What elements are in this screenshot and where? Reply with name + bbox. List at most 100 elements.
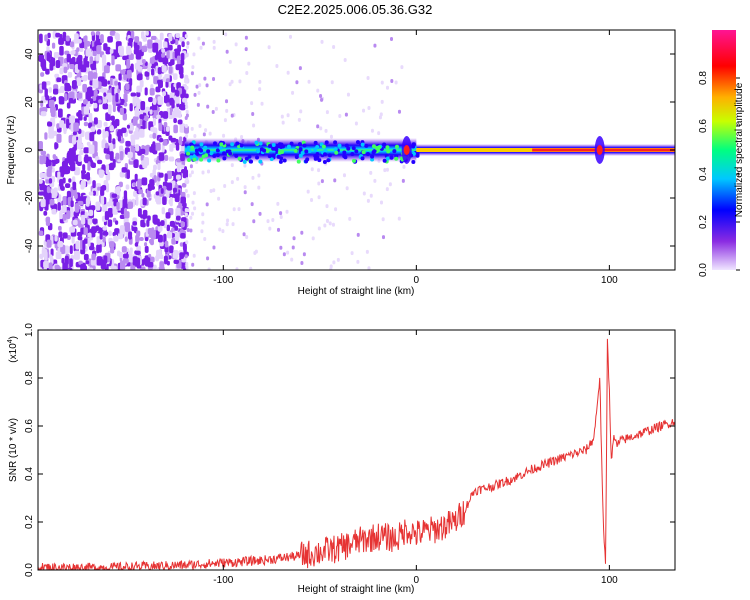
noise-cell: [83, 106, 90, 115]
noise-cell: [140, 148, 146, 155]
noise-cell: [205, 269, 206, 270]
noise-cell: [245, 70, 249, 75]
noise-cell: [276, 201, 280, 206]
noise-cell: [132, 221, 137, 226]
signal-cell: [267, 144, 272, 149]
noise-cell: [126, 58, 131, 69]
noise-cell: [310, 167, 314, 172]
noise-cell: [286, 250, 290, 255]
noise-cell: [124, 236, 128, 242]
noise-cell: [163, 233, 167, 243]
noise-cell: [197, 90, 201, 95]
noise-cell: [258, 79, 262, 84]
noise-cell: [193, 134, 197, 139]
noise-cell: [135, 196, 139, 206]
noise-cell: [325, 110, 329, 115]
noise-cell: [214, 106, 218, 111]
noise-cell: [118, 181, 123, 188]
noise-cell: [50, 57, 56, 67]
noise-cell: [104, 210, 109, 221]
signal-cell: [255, 155, 260, 160]
noise-cell: [230, 163, 234, 168]
noise-cell: [106, 201, 111, 207]
noise-cell: [112, 138, 116, 145]
noise-cell: [166, 231, 173, 239]
noise-cell: [302, 252, 306, 257]
noise-cell: [40, 111, 47, 117]
signal-cell: [194, 148, 199, 153]
noise-cell: [205, 83, 209, 88]
noise-cell: [56, 77, 62, 83]
noise-cell: [84, 211, 88, 219]
noise-cell: [247, 61, 251, 66]
noise-cell: [317, 168, 321, 173]
noise-cell: [165, 126, 170, 132]
noise-cell: [54, 234, 58, 242]
noise-cell: [190, 71, 194, 76]
noise-cell: [65, 183, 71, 189]
noise-cell: [320, 97, 324, 102]
noise-cell: [46, 239, 52, 248]
noise-cell: [111, 193, 118, 198]
noise-cell: [136, 85, 143, 93]
signal-cell: [199, 142, 204, 147]
spectrogram-x-ticks: -100 0 100: [213, 30, 618, 286]
noise-cell: [186, 44, 190, 49]
noise-cell: [105, 154, 110, 160]
noise-cell: [186, 41, 190, 46]
noise-cell: [134, 242, 139, 247]
noise-cell: [101, 185, 107, 191]
noise-cell: [83, 227, 88, 236]
noise-cell: [59, 67, 64, 75]
noise-cell: [180, 232, 186, 239]
noise-cell: [92, 180, 96, 189]
noise-cell: [48, 192, 52, 200]
signal-cell: [360, 142, 365, 147]
noise-cell: [134, 36, 140, 43]
noise-cell: [381, 235, 385, 240]
noise-cell: [144, 242, 148, 247]
noise-cell: [373, 178, 377, 183]
noise-cell: [196, 102, 200, 107]
signal-cell: [189, 142, 194, 147]
noise-cell: [67, 267, 73, 270]
noise-cell: [149, 134, 154, 139]
noise-cell: [57, 202, 61, 211]
signal-cell: [342, 154, 347, 159]
noise-cell: [185, 240, 189, 245]
noise-cell: [180, 196, 186, 204]
noise-cell: [80, 180, 86, 188]
noise-cell: [366, 76, 370, 81]
noise-cell: [162, 139, 168, 146]
noise-cell: [153, 164, 157, 171]
noise-cell: [105, 46, 111, 55]
noise-cell: [185, 113, 189, 118]
noise-cell: [267, 45, 271, 50]
signal-cell: [294, 154, 299, 159]
noise-cell: [174, 95, 180, 104]
noise-cell: [80, 169, 87, 174]
noise-cell: [87, 237, 91, 247]
noise-cell: [155, 142, 161, 151]
noise-cell: [204, 128, 208, 133]
noise-cell: [70, 200, 74, 208]
noise-cell: [397, 216, 401, 221]
noise-cell: [166, 50, 170, 59]
signal-cell: [230, 142, 235, 147]
noise-cell: [82, 83, 88, 93]
signal-cell: [382, 142, 387, 147]
noise-cell: [91, 253, 96, 261]
noise-cell: [190, 170, 194, 175]
signal-cell: [286, 144, 291, 149]
noise-cell: [148, 229, 152, 238]
noise-cell: [97, 159, 103, 165]
noise-cell: [191, 211, 195, 216]
spectrogram-y-ticks: -40 -20 0 20 40: [24, 48, 675, 253]
noise-cell: [88, 112, 93, 123]
noise-cell: [311, 236, 315, 241]
signal-cell: [215, 153, 220, 158]
noise-cell: [93, 102, 98, 109]
signal-cell: [304, 149, 309, 154]
signal-cell: [267, 154, 272, 159]
signal-cell: [300, 150, 305, 155]
